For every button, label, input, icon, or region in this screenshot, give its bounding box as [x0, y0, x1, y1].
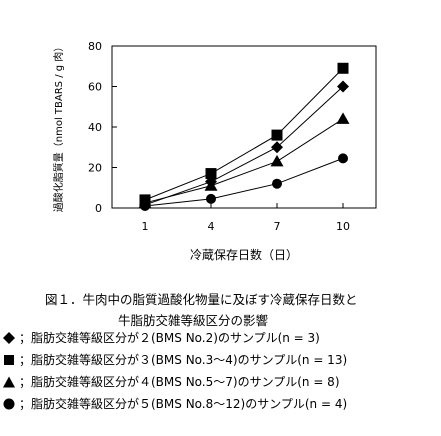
- legend-item: ；脂肪交雑等級区分が３(BMS No.3～4)のサンプル(n = 13): [2, 349, 347, 371]
- diamond-data-point: [271, 141, 283, 154]
- diamond-data-point: [337, 80, 349, 93]
- x-tick-label: 1: [142, 220, 149, 233]
- legend-item: ；脂肪交雑等級区分が４(BMS No.5～7)のサンプル(n = 8): [2, 371, 347, 393]
- triangle-series: [138, 112, 350, 208]
- diamond-series-line: [144, 86, 344, 206]
- legend-text: ；脂肪交雑等級区分が３(BMS No.3～4)のサンプル(n = 13): [19, 353, 348, 367]
- legend-text: ；脂肪交雑等級区分が２(BMS No.2)のサンプル(n = 3): [19, 331, 320, 345]
- circle-data-point: [338, 153, 348, 164]
- figure-caption-line1: 図１．牛肉中の脂質過酸化物量に及ぼす冷蔵保存日数と: [45, 292, 358, 307]
- square-data-point: [271, 129, 283, 141]
- circle-data-point: [206, 193, 216, 204]
- plot-frame: [111, 45, 377, 209]
- square-data-point: [205, 168, 217, 180]
- legend-item: ；脂肪交雑等級区分が２(BMS No.2)のサンプル(n = 3): [2, 327, 347, 349]
- circle-series: [140, 153, 348, 211]
- x-tick-label: 7: [274, 220, 281, 233]
- y-tick-label: 80: [88, 40, 102, 53]
- triangle-data-point: [270, 154, 284, 167]
- square-data-point: [337, 62, 349, 74]
- legend: ；脂肪交雑等級区分が２(BMS No.2)のサンプル(n = 3) ；脂肪交雑等…: [2, 327, 347, 415]
- square-marker-icon: [4, 355, 14, 365]
- y-axis-label: 過酸化脂質量（nmol TBARS / g 肉）: [52, 42, 65, 213]
- y-axis: 0 20 40 60 80: [88, 40, 117, 215]
- x-axis-label: 冷蔵保存日数（日）: [190, 247, 298, 262]
- y-tick-label: 60: [88, 81, 102, 94]
- line-chart: 0 20 40 60 80 1 4 7 10 過酸化脂質量（nmol TBARS / g 肉）…: [52, 40, 377, 262]
- triangle-data-point: [336, 112, 350, 124]
- legend-text: ；脂肪交雑等級区分が４(BMS No.5～7)のサンプル(n = 8): [19, 375, 340, 389]
- circle-marker-icon: [3, 398, 15, 410]
- diamond-marker-icon: [3, 332, 15, 344]
- x-tick-label: 4: [208, 220, 215, 233]
- square-series-line: [144, 67, 344, 201]
- series-layer: [138, 62, 350, 211]
- circle-data-point: [140, 200, 150, 211]
- triangle-series-line: [144, 118, 344, 204]
- y-tick-label: 20: [88, 162, 102, 175]
- circle-data-point: [272, 178, 282, 189]
- figure-caption-line2: 牛脂肪交雑等級区分の影響: [118, 313, 269, 328]
- legend-item: ；脂肪交雑等級区分が５(BMS No.8～12)のサンプル(n = 4): [2, 393, 347, 415]
- square-series: [139, 62, 349, 206]
- triangle-marker-icon: [3, 376, 15, 388]
- triangle-data-point: [204, 179, 218, 191]
- legend-text: ；脂肪交雑等級区分が５(BMS No.8～12)のサンプル(n = 4): [19, 397, 348, 411]
- y-tick-label: 40: [88, 121, 102, 134]
- y-tick-label: 0: [95, 202, 102, 215]
- circle-series-line: [144, 157, 344, 207]
- x-tick-label: 10: [336, 220, 350, 233]
